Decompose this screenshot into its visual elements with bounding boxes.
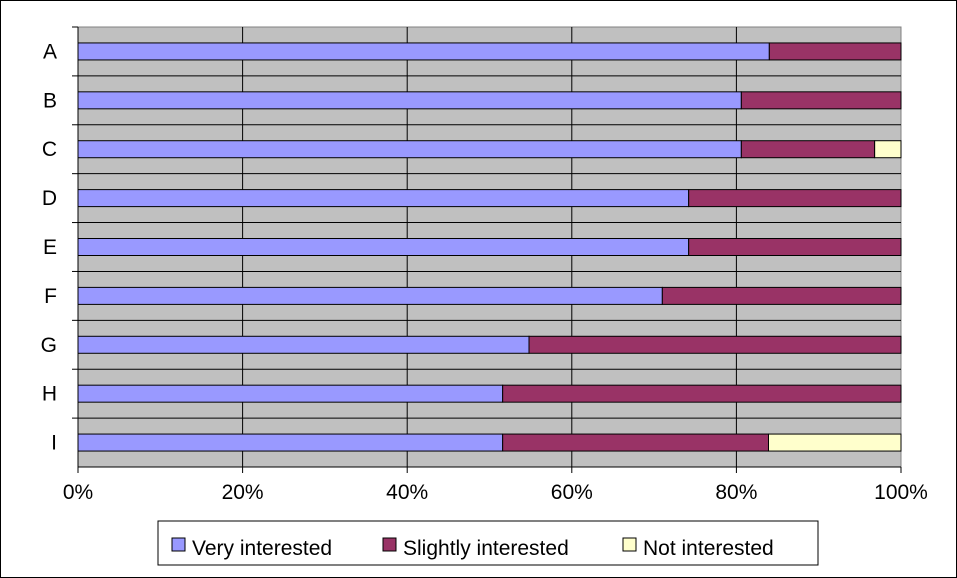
bar-c-series-0 — [77, 140, 742, 159]
bar-c-series-2 — [874, 140, 902, 159]
legend-box — [157, 520, 819, 566]
bar-g-series-1 — [528, 335, 902, 354]
bar-e-series-0 — [77, 238, 690, 256]
bar-g-series-0 — [77, 335, 530, 354]
x-tick-label: 40% — [386, 481, 428, 504]
y-tick-label: F — [44, 285, 57, 308]
bar-d-series-1 — [688, 189, 902, 208]
legend-label-very-interested: Very interested — [192, 537, 332, 560]
x-tick-label: 20% — [222, 481, 264, 504]
y-tick-label: G — [41, 334, 57, 357]
x-tick-label: 80% — [715, 481, 757, 504]
x-tick-label: 0% — [63, 481, 93, 504]
y-tick-label: E — [43, 236, 57, 259]
bar-b-series-0 — [77, 91, 742, 110]
bar-i-series-1 — [502, 433, 769, 452]
bar-d-series-0 — [77, 189, 690, 208]
bar-a-series-0 — [77, 42, 770, 61]
x-tick-label: 100% — [874, 481, 928, 504]
x-tick-label: 60% — [551, 481, 593, 504]
bar-h-series-1 — [502, 384, 902, 403]
bar-i-series-0 — [77, 433, 504, 452]
legend-label-not-interested: Not interested — [643, 537, 774, 560]
legend-swatch-very-interested — [171, 537, 186, 552]
y-tick-label: B — [43, 89, 57, 112]
y-tick-label: D — [42, 187, 57, 210]
bar-c-series-1 — [740, 140, 876, 159]
legend: Very interested Slightly interested Not … — [157, 520, 819, 566]
bar-e-series-1 — [688, 238, 902, 256]
axes: 0% 20% 40% 60% 80% 100% A B C D E F G H I — [41, 26, 928, 504]
y-tick-label: I — [51, 432, 57, 455]
y-tick-label: H — [42, 383, 57, 406]
bar-a-series-1 — [768, 42, 902, 61]
bar-h-series-0 — [77, 384, 504, 403]
y-tick-label: A — [43, 40, 57, 63]
y-tick-label: C — [42, 138, 57, 161]
bar-i-series-2 — [767, 433, 902, 452]
legend-label-slightly-interested: Slightly interested — [403, 537, 569, 560]
bar-f-series-0 — [77, 286, 663, 305]
bars — [77, 42, 902, 452]
bar-b-series-1 — [740, 91, 902, 110]
bar-f-series-1 — [661, 286, 902, 305]
legend-swatch-slightly-interested — [382, 537, 397, 552]
legend-swatch-not-interested — [622, 537, 637, 552]
